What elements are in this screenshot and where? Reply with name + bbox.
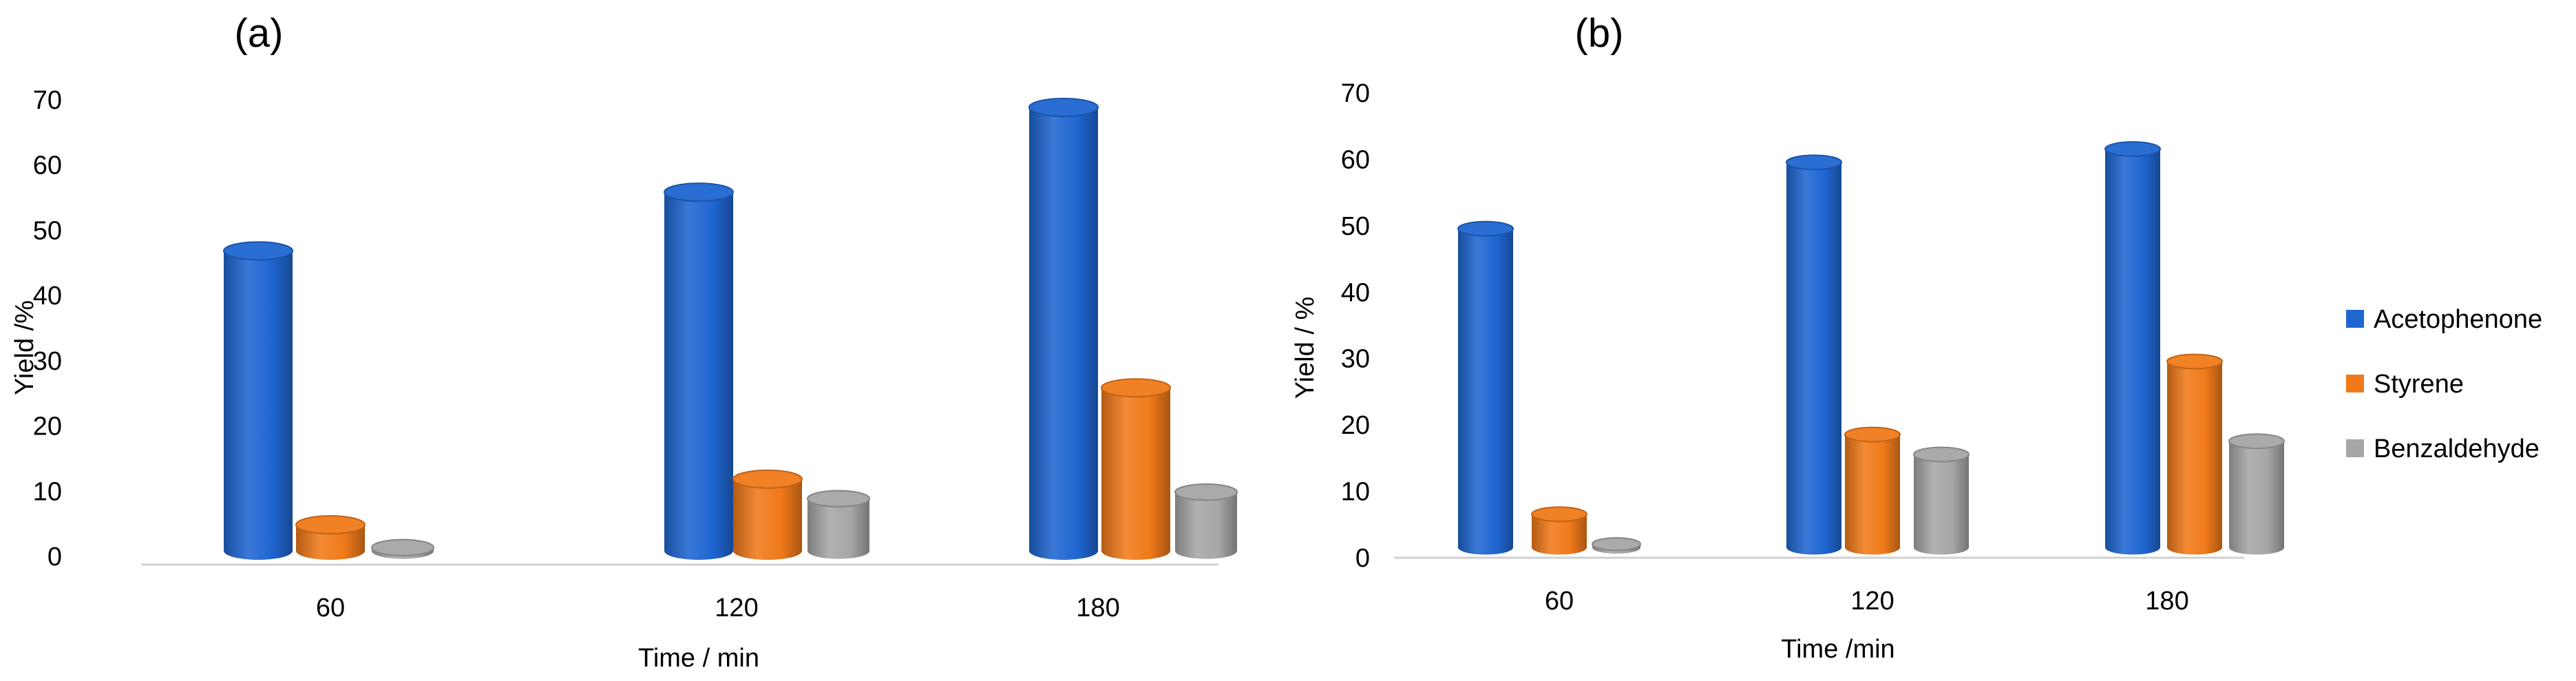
panel-a-y-tick-10: 10 — [33, 477, 62, 506]
panel-b-y-tick-20: 20 — [1341, 411, 1370, 440]
panel-b-bar-acetophenone-60 — [1457, 220, 1514, 555]
legend-label-acetophenone: Acetophenone — [2374, 305, 2542, 334]
panel-a-x-axis-title: Time / min — [638, 644, 759, 673]
panel-b-y-tick-50: 50 — [1341, 212, 1370, 241]
legend-label-styrene: Styrene — [2374, 370, 2464, 399]
panel-a-bar-benzaldehyde-60 — [371, 538, 434, 559]
legend-item-benzaldehyde: Benzaldehyde — [2346, 434, 2540, 463]
panel-b-y-tick-10: 10 — [1341, 478, 1370, 507]
panel-b-y-tick-30: 30 — [1341, 345, 1370, 374]
panel-b-y-axis-title: Yield / % — [1291, 297, 1320, 399]
panel-b-bars — [1457, 141, 2285, 555]
panel-b-y-tick-40: 40 — [1341, 278, 1370, 307]
legend-label-benzaldehyde: Benzaldehyde — [2374, 434, 2540, 463]
panel-a-bar-styrene-60 — [295, 515, 366, 560]
panel-b-bar-acetophenone-120 — [1786, 154, 1842, 555]
panel-b-bar-styrene-60 — [1531, 506, 1587, 555]
panel-a-x-ticks: 60 120 180 — [316, 594, 1120, 622]
panel-b-y-tick-70: 70 — [1341, 79, 1370, 108]
panel-a-y-tick-50: 50 — [33, 216, 62, 245]
panel-a-bar-acetophenone-180 — [1028, 97, 1099, 560]
panel-a-y-tick-60: 60 — [33, 151, 62, 180]
panel-b-y-tick-60: 60 — [1341, 145, 1370, 174]
panel-a-x-tick-120: 120 — [715, 594, 758, 622]
legend: Acetophenone Styrene Benzaldehyde — [2346, 305, 2542, 463]
panel-b-x-axis-title: Time /min — [1781, 635, 1894, 664]
panel-b: (b) Yield / % Time /min 010203040506070 … — [1291, 11, 2285, 664]
panel-b-y-ticks: 0 10 20 30 40 50 60 70 — [1341, 79, 1370, 573]
panel-b-label: (b) — [1575, 11, 1624, 56]
panel-a-y-tick-20: 20 — [33, 412, 62, 441]
panel-a-bar-acetophenone-60 — [223, 241, 293, 560]
panel-b-x-ticks: 60 120 180 — [1545, 587, 2189, 616]
panel-b-bar-benzaldehyde-120 — [1913, 446, 1970, 555]
panel-a-bar-styrene-180 — [1101, 378, 1171, 560]
panel-b-bar-benzaldehyde-60 — [1592, 537, 1641, 554]
panel-a-x-tick-180: 180 — [1076, 594, 1119, 622]
panel-a-bar-styrene-120 — [732, 469, 803, 560]
panel-a-bar-benzaldehyde-120 — [807, 490, 870, 559]
legend-swatch-benzaldehyde — [2346, 439, 2364, 457]
panel-a-y-tick-0: 0 — [47, 543, 62, 572]
panel-b-bar-styrene-180 — [2166, 353, 2223, 555]
panel-a-y-tick-30: 30 — [33, 347, 62, 376]
legend-item-styrene: Styrene — [2346, 370, 2464, 399]
legend-item-acetophenone: Acetophenone — [2346, 305, 2542, 334]
panel-a-bar-benzaldehyde-180 — [1174, 483, 1238, 559]
legend-swatch-acetophenone — [2346, 310, 2364, 328]
panel-b-bar-acetophenone-180 — [2104, 141, 2161, 555]
legend-swatch-styrene — [2346, 375, 2364, 392]
panel-b-y-tick-0: 0 — [1355, 544, 1370, 573]
panel-a-x-tick-60: 60 — [316, 594, 345, 622]
panel-a-y-tick-40: 40 — [33, 282, 62, 311]
panel-a-y-ticks: 0 10 20 30 40 50 60 70 — [33, 86, 62, 572]
panel-a-label: (a) — [235, 11, 284, 56]
panel-b-bar-benzaldehyde-180 — [2228, 433, 2285, 555]
panel-b-x-tick-60: 60 — [1545, 587, 1574, 616]
panel-b-x-tick-120: 120 — [1850, 587, 1894, 616]
panel-a-y-tick-70: 70 — [33, 86, 62, 115]
panel-a-bars — [223, 97, 1238, 560]
panel-a: (a) Yield /% Time / min 010203040506070 … — [10, 11, 1238, 673]
panel-a-y-axis-title: Yield /% — [10, 300, 39, 395]
panel-a-bar-acetophenone-120 — [664, 182, 734, 560]
panel-b-bar-styrene-120 — [1844, 426, 1901, 555]
panel-b-x-tick-180: 180 — [2145, 587, 2188, 616]
